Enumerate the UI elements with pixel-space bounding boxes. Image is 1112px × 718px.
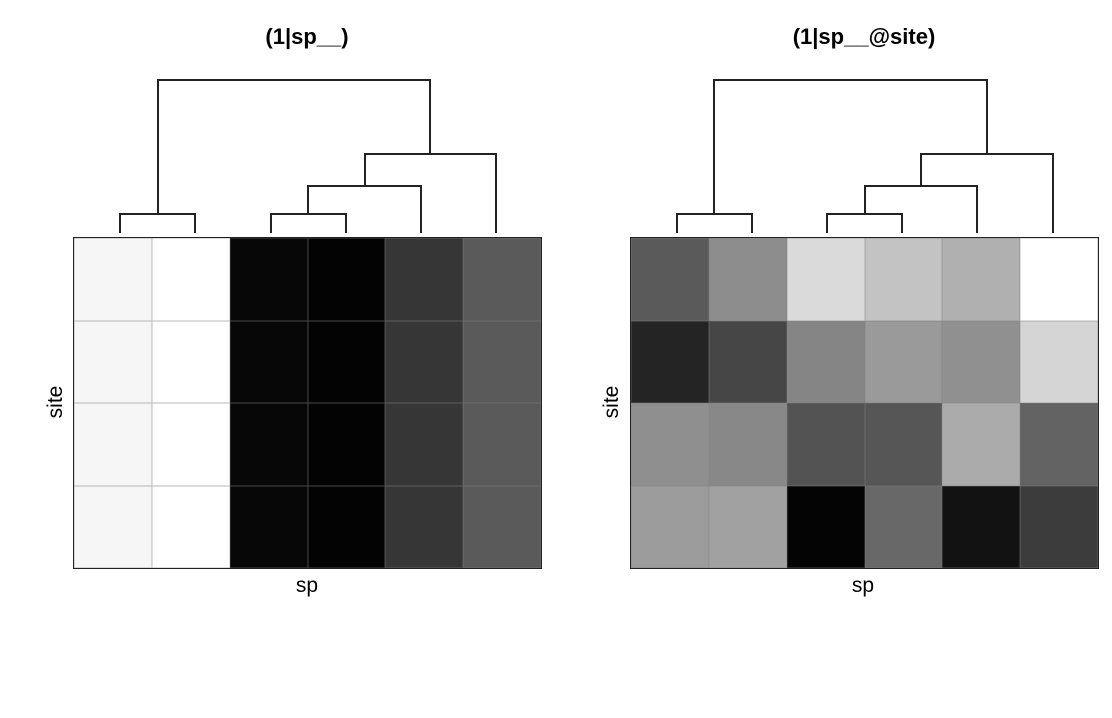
heatmap-cell (229, 485, 308, 568)
heatmap-cell (864, 485, 943, 568)
heatmap-cell (708, 403, 787, 486)
heatmap-cell (631, 485, 709, 568)
heatmap-cell (307, 403, 386, 486)
heatmap-cell (708, 238, 787, 321)
heatmap-cell (151, 485, 230, 568)
heatmap-panel-right: (1|sp__@site) sp site (556, 0, 1112, 718)
y-axis-label: site (44, 385, 67, 419)
dendrogram (119, 79, 497, 233)
heatmap-cell (151, 238, 230, 321)
heatmap-grid (630, 237, 1099, 569)
heatmap-cell (385, 403, 464, 486)
heatmap-cell (708, 320, 787, 403)
heatmap-cell (385, 238, 464, 321)
heatmap-cell (786, 485, 865, 568)
heatmap-cell (631, 238, 709, 321)
heatmap-cell (307, 320, 386, 403)
chart-title: (1|sp__) (265, 24, 349, 49)
heatmap-cell (1020, 403, 1098, 486)
chart-title: (1|sp__@site) (792, 24, 936, 49)
heatmap-cell (942, 238, 1021, 321)
heatmap-cell (307, 485, 386, 568)
heatmap-cell (864, 238, 943, 321)
heatmap-cell (151, 403, 230, 486)
heatmap-cell (786, 403, 865, 486)
heatmap-cell (942, 320, 1021, 403)
heatmap-cell (631, 320, 709, 403)
heatmap-cell (229, 238, 308, 321)
heatmap-cell (1020, 485, 1098, 568)
heatmap-cell (307, 238, 386, 321)
heatmap-cell (385, 320, 464, 403)
heatmap-cell (385, 485, 464, 568)
heatmap-cell (463, 320, 541, 403)
heatmap-cell (1020, 320, 1098, 403)
heatmap-cell (942, 403, 1021, 486)
heatmap-cell (864, 320, 943, 403)
heatmap-cell (74, 485, 152, 568)
x-axis-label: sp (295, 574, 319, 597)
heatmap-cell (74, 403, 152, 486)
heatmap-cell (708, 485, 787, 568)
heatmap-cell (1020, 238, 1098, 321)
heatmap-cell (151, 320, 230, 403)
heatmap-cell (229, 320, 308, 403)
heatmap-cell (74, 320, 152, 403)
heatmap-cell (786, 238, 865, 321)
heatmap-cell (463, 403, 541, 486)
heatmap-panel-left: (1|sp__) sp site (44, 24, 542, 597)
heatmap-cell (463, 485, 541, 568)
heatmap-cell (229, 403, 308, 486)
heatmap-grid (73, 237, 542, 569)
heatmap-cell (463, 238, 541, 321)
dendrogram (676, 79, 1054, 233)
heatmap-cell (864, 403, 943, 486)
x-axis-label: sp (851, 574, 875, 597)
heatmap-cell (942, 485, 1021, 568)
heatmap-cell (786, 320, 865, 403)
y-axis-label: site (600, 385, 623, 419)
heatmap-cell (74, 238, 152, 321)
heatmap-cell (631, 403, 709, 486)
